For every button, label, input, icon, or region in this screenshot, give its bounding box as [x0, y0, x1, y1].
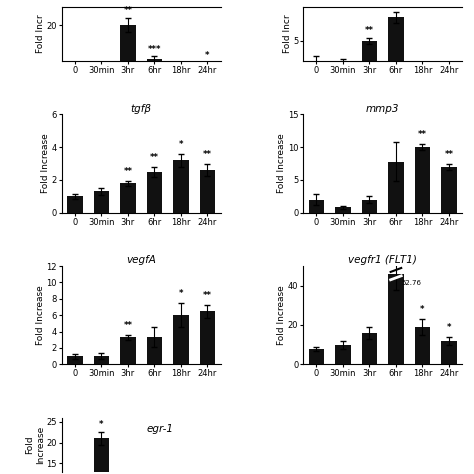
Bar	[362, 41, 377, 75]
Bar	[388, 17, 403, 75]
Bar	[67, 356, 82, 365]
Bar	[94, 93, 109, 97]
Bar	[309, 61, 324, 75]
Y-axis label: Fold Incr: Fold Incr	[283, 15, 292, 54]
Title: vegfr1 (FLT1): vegfr1 (FLT1)	[348, 255, 417, 265]
Bar	[94, 356, 109, 365]
Title: tgfβ: tgfβ	[131, 104, 152, 114]
Text: **: **	[123, 321, 132, 330]
Y-axis label: Fold
Increase: Fold Increase	[26, 426, 45, 464]
Text: **: **	[123, 6, 132, 15]
Bar	[415, 147, 430, 213]
Bar	[415, 68, 430, 75]
Bar	[146, 172, 162, 213]
Text: *: *	[205, 51, 210, 60]
Text: *: *	[99, 420, 104, 429]
Bar	[120, 183, 136, 213]
Bar	[200, 68, 215, 97]
Text: **: **	[123, 167, 132, 176]
Bar	[146, 337, 162, 365]
Bar	[335, 208, 351, 213]
Bar	[388, 274, 403, 365]
Bar	[120, 337, 136, 365]
Bar	[200, 170, 215, 213]
Bar	[362, 200, 377, 213]
Text: 52.76: 52.76	[402, 280, 422, 286]
Text: **: **	[418, 130, 427, 139]
Bar	[335, 345, 351, 365]
Text: **: **	[203, 150, 212, 159]
Bar	[388, 162, 403, 213]
Y-axis label: Fold Increase: Fold Increase	[36, 285, 45, 345]
Text: *: *	[447, 323, 451, 332]
Text: *: *	[179, 140, 183, 149]
Bar	[173, 93, 189, 97]
Text: **: **	[365, 26, 374, 35]
Bar	[415, 327, 430, 365]
Y-axis label: Fold Increase: Fold Increase	[277, 134, 286, 193]
Bar	[67, 93, 82, 97]
Bar	[309, 200, 324, 213]
Text: egr-1: egr-1	[146, 424, 173, 434]
Text: **: **	[445, 150, 454, 159]
Y-axis label: Fold Increase: Fold Increase	[41, 134, 50, 193]
Bar	[200, 311, 215, 365]
Bar	[441, 341, 456, 365]
Bar	[146, 59, 162, 97]
Text: **: **	[203, 291, 212, 300]
Bar	[67, 196, 82, 213]
Title: vegfA: vegfA	[126, 255, 156, 265]
Bar	[335, 61, 351, 75]
Text: ***: ***	[147, 45, 161, 54]
Text: **: **	[150, 153, 159, 162]
Text: *: *	[179, 289, 183, 298]
Bar	[173, 315, 189, 365]
Bar	[441, 69, 456, 75]
Title: mmp3: mmp3	[366, 104, 400, 114]
Bar	[94, 438, 109, 474]
Bar	[362, 333, 377, 365]
Bar	[309, 348, 324, 365]
Bar	[441, 167, 456, 213]
Text: *: *	[420, 305, 425, 314]
Bar	[94, 191, 109, 213]
Y-axis label: Fold Increase: Fold Increase	[277, 285, 286, 345]
Bar	[120, 25, 136, 97]
Bar	[173, 160, 189, 213]
Y-axis label: Fold Incr: Fold Incr	[36, 15, 45, 54]
